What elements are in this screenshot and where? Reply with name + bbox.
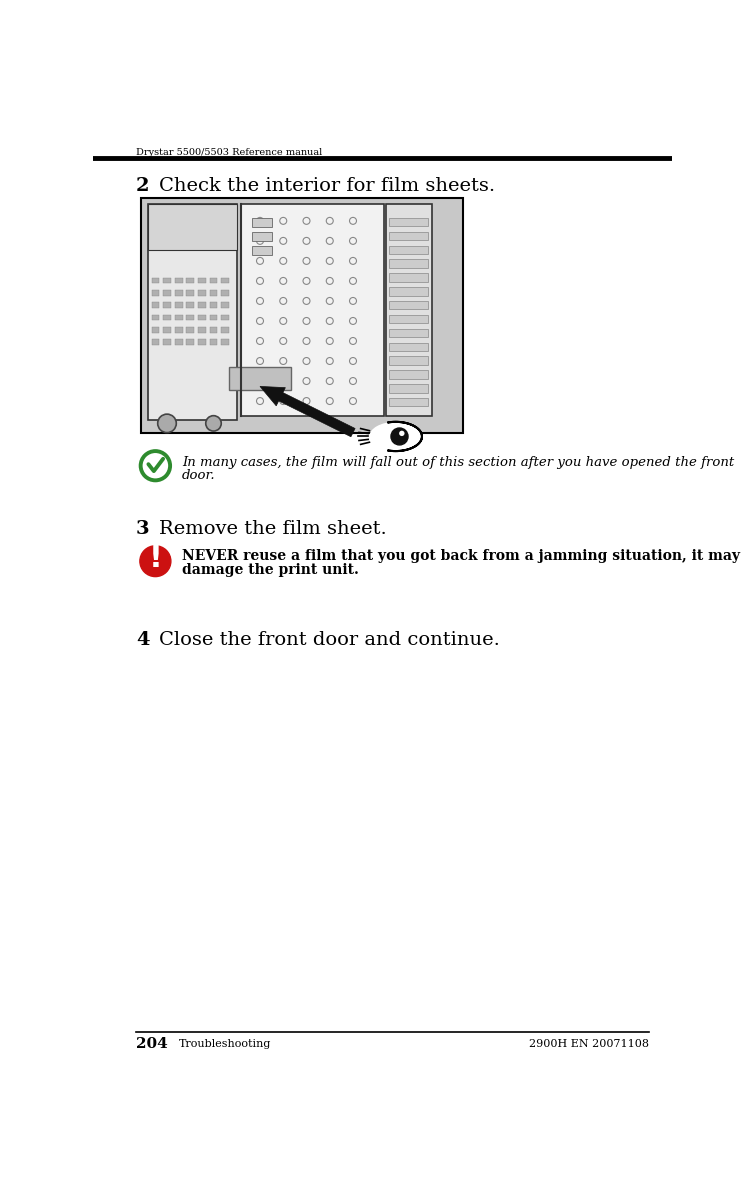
Text: door.: door. — [182, 468, 215, 482]
Bar — [152, 339, 159, 345]
Text: damage the print unit.: damage the print unit. — [182, 562, 359, 576]
Bar — [175, 314, 182, 320]
Bar — [152, 278, 159, 283]
Bar — [252, 246, 272, 255]
Bar — [186, 314, 194, 320]
Bar — [221, 278, 229, 283]
Bar — [163, 339, 171, 345]
Text: 2: 2 — [136, 177, 149, 195]
Bar — [175, 327, 182, 332]
Bar — [152, 327, 159, 332]
Text: 3: 3 — [136, 519, 149, 537]
Bar — [186, 339, 194, 345]
Bar — [389, 218, 428, 227]
Bar — [210, 278, 217, 283]
Circle shape — [140, 546, 171, 576]
Bar — [163, 302, 171, 308]
Bar — [389, 273, 428, 282]
Bar — [389, 260, 428, 268]
Bar — [163, 291, 171, 295]
Bar — [389, 384, 428, 393]
Bar — [221, 291, 229, 295]
Text: In many cases, the film will fall out of this section after you have opened the : In many cases, the film will fall out of… — [182, 457, 734, 470]
Bar — [389, 343, 428, 351]
Bar — [221, 302, 229, 308]
Bar — [198, 302, 205, 308]
Bar — [389, 370, 428, 378]
Ellipse shape — [369, 422, 422, 451]
Bar — [252, 231, 272, 241]
Bar — [389, 329, 428, 337]
Bar — [210, 302, 217, 308]
Bar — [385, 204, 432, 415]
Bar — [198, 327, 205, 332]
Text: 2900H EN 20071108: 2900H EN 20071108 — [529, 1039, 649, 1048]
Bar — [252, 218, 272, 227]
Bar — [198, 339, 205, 345]
Bar — [221, 327, 229, 332]
Bar — [210, 327, 217, 332]
Text: Remove the film sheet.: Remove the film sheet. — [159, 519, 387, 537]
Bar — [148, 204, 237, 420]
Circle shape — [391, 428, 408, 445]
Bar — [175, 291, 182, 295]
Bar — [186, 327, 194, 332]
Circle shape — [140, 451, 170, 480]
Bar — [141, 198, 463, 433]
Bar — [163, 278, 171, 283]
Bar — [229, 368, 291, 390]
Bar — [186, 291, 194, 295]
Bar — [389, 314, 428, 324]
Circle shape — [158, 414, 176, 433]
Bar — [152, 291, 159, 295]
Bar — [175, 302, 182, 308]
Bar — [186, 302, 194, 308]
Bar — [175, 278, 182, 283]
Polygon shape — [260, 387, 355, 436]
Bar — [198, 314, 205, 320]
Text: Close the front door and continue.: Close the front door and continue. — [159, 631, 500, 649]
Bar — [175, 339, 182, 345]
Polygon shape — [388, 422, 422, 451]
Bar — [389, 287, 428, 295]
Bar — [389, 398, 428, 407]
Circle shape — [205, 415, 221, 431]
Bar — [163, 327, 171, 332]
Text: Drystar 5500/5503 Reference manual: Drystar 5500/5503 Reference manual — [136, 148, 322, 158]
Bar — [186, 278, 194, 283]
Bar — [389, 231, 428, 240]
Bar — [152, 302, 159, 308]
Bar — [210, 291, 217, 295]
Circle shape — [399, 431, 405, 436]
Bar — [221, 339, 229, 345]
Text: NEVER reuse a film that you got back from a jamming situation, it may: NEVER reuse a film that you got back fro… — [182, 549, 740, 563]
Bar — [389, 246, 428, 254]
Text: !: ! — [149, 543, 162, 573]
Bar — [198, 278, 205, 283]
Bar — [389, 356, 428, 365]
Text: 204: 204 — [136, 1037, 168, 1051]
Bar — [210, 339, 217, 345]
Text: Troubleshooting: Troubleshooting — [179, 1039, 271, 1048]
Text: Check the interior for film sheets.: Check the interior for film sheets. — [159, 177, 495, 195]
Bar — [221, 314, 229, 320]
Bar — [148, 204, 237, 250]
Bar — [389, 301, 428, 310]
Bar — [163, 314, 171, 320]
Bar — [152, 314, 159, 320]
Bar — [241, 204, 384, 415]
Text: 4: 4 — [136, 631, 149, 649]
Bar — [198, 291, 205, 295]
Bar — [210, 314, 217, 320]
